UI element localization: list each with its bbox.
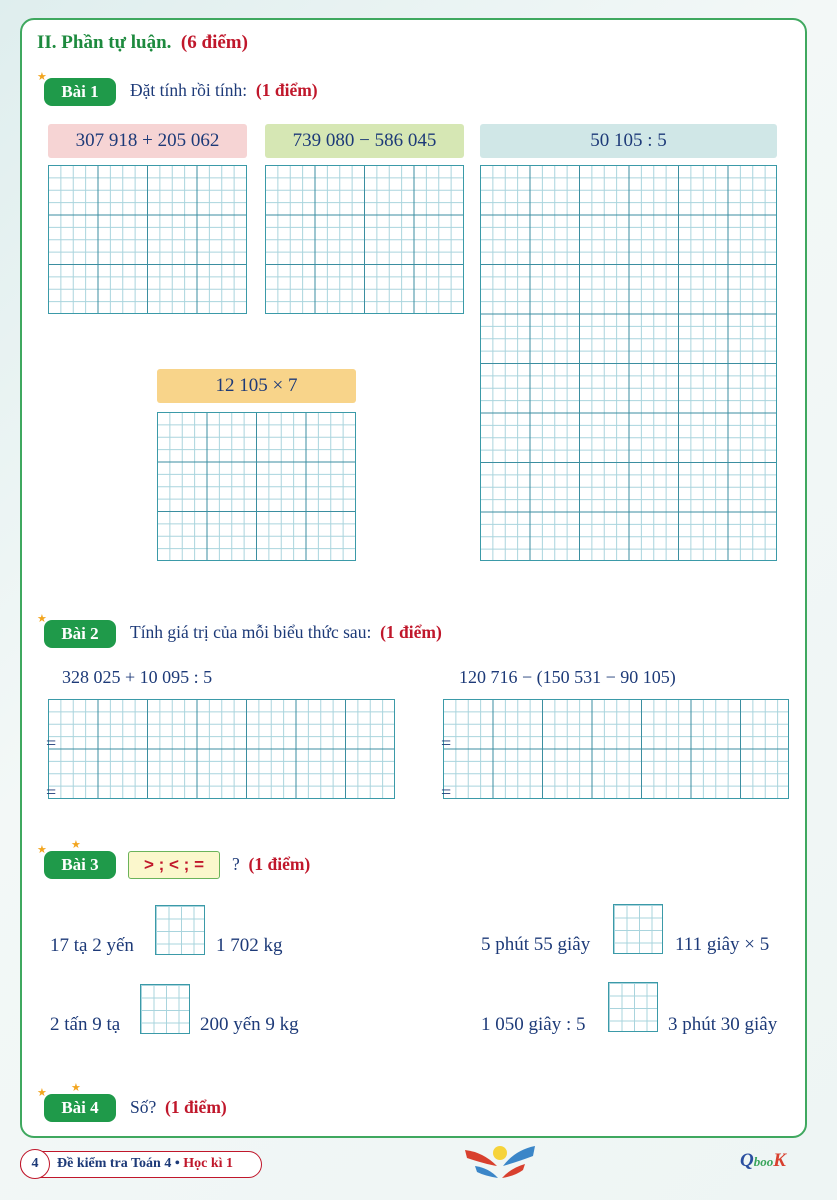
star-icon: ★ (37, 1087, 47, 1099)
bai3-badge: Bài 3 (44, 851, 116, 879)
compare-left: 5 phút 55 giây (481, 934, 591, 955)
problem-label: 307 918 + 205 062 (48, 124, 247, 158)
star-icon: ★ (71, 1082, 81, 1094)
problem-label: 739 080 − 586 045 (265, 124, 464, 158)
bai2-text: Tính giá trị của mỗi biểu thức sau: (130, 622, 372, 642)
bai1-instruction: Đặt tính rồi tính: (1 điểm) (130, 80, 318, 101)
problem-label: 12 105 × 7 (157, 369, 356, 403)
work-grid[interactable] (265, 165, 464, 314)
compare-right: 3 phút 30 giây (668, 1014, 778, 1035)
equals-sign: = (46, 782, 57, 802)
equals-sign: = (441, 782, 452, 802)
work-grid[interactable] (443, 699, 789, 799)
bai4-instruction: Số? (1 điểm) (130, 1097, 227, 1118)
bai2-points: (1 điểm) (380, 622, 442, 642)
work-grid[interactable] (157, 412, 356, 561)
bai2-instruction: Tính giá trị của mỗi biểu thức sau: (1 đ… (130, 622, 442, 643)
compare-right: 200 yến 9 kg (200, 1014, 299, 1035)
compare-right: 111 giây × 5 (675, 934, 770, 955)
bai3-question: ? (1 điểm) (232, 854, 310, 875)
comparison-symbols: > ; < ; = (128, 851, 220, 879)
expression: 120 716 − (150 531 − 90 105) (459, 667, 676, 687)
bai4-text: Số? (130, 1097, 157, 1117)
footer-book-title: Đề kiểm tra Toán 4 • Học kì 1 (20, 1151, 262, 1178)
bai1-text: Đặt tính rồi tính: (130, 80, 248, 100)
expression: 328 025 + 10 095 : 5 (62, 667, 213, 687)
equals-sign: = (46, 733, 57, 753)
star-icon: ★ (37, 71, 47, 83)
answer-box[interactable] (608, 982, 658, 1032)
section-title: II. Phần tự luận. (6 điểm) (37, 32, 248, 54)
bai1-points: (1 điểm) (255, 80, 318, 100)
work-grid[interactable] (48, 699, 395, 799)
publisher-logo: QbooK (740, 1150, 786, 1171)
section-points: (6 điểm) (180, 32, 248, 53)
term: Học kì 1 (183, 1156, 234, 1171)
star-icon: ★ (37, 613, 47, 625)
bai4-points: (1 điểm) (165, 1097, 227, 1117)
bai4-badge: Bài 4 (44, 1094, 116, 1122)
answer-box[interactable] (613, 904, 663, 954)
book-title: Đề kiểm tra Toán 4 • (57, 1156, 180, 1171)
page-number: 4 (20, 1149, 50, 1179)
bai3-points: (1 điểm) (248, 854, 311, 874)
star-icon: ★ (71, 839, 81, 851)
answer-box[interactable] (155, 905, 205, 955)
work-grid[interactable] (48, 165, 247, 314)
compare-left: 17 tạ 2 yến (50, 935, 134, 956)
problem-label: 50 105 : 5 (480, 124, 777, 158)
work-grid[interactable] (480, 165, 777, 561)
compare-left: 1 050 giây : 5 (481, 1014, 586, 1035)
equals-sign: = (441, 733, 452, 753)
section-title-text: II. Phần tự luận. (37, 32, 172, 53)
answer-box[interactable] (140, 984, 190, 1034)
bai2-badge: Bài 2 (44, 620, 116, 648)
compare-right: 1 702 kg (216, 935, 283, 956)
star-icon: ★ (37, 844, 47, 856)
bai1-badge: Bài 1 (44, 78, 116, 106)
question-mark: ? (232, 854, 240, 874)
compare-left: 2 tấn 9 tạ (50, 1014, 121, 1035)
wings-logo-icon (465, 1146, 535, 1178)
